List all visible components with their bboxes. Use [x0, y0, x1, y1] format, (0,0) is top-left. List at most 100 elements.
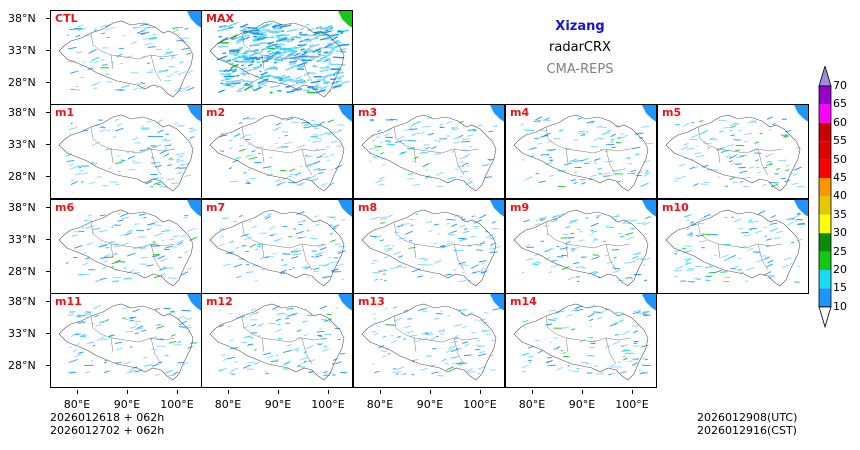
- lat-tick-mark: [46, 239, 50, 240]
- echo-streak: [77, 24, 84, 28]
- echo-streak: [267, 36, 274, 39]
- echo-streak: [321, 73, 332, 79]
- echo-streak: [155, 86, 159, 89]
- echo-streak: [319, 131, 328, 136]
- colorbar-level-label: 30: [833, 226, 847, 240]
- echo-streak: [295, 172, 302, 176]
- echo-streak: [221, 354, 226, 357]
- panel-label: m6: [55, 201, 75, 214]
- echo-streak: [328, 256, 332, 259]
- colorbar-level-label: 40: [833, 189, 847, 203]
- echo-streak: [272, 25, 278, 29]
- echo-streak: [456, 249, 464, 252]
- radar-map: [513, 294, 656, 381]
- panel-label: m10: [662, 201, 689, 214]
- echo-streak: [316, 140, 322, 143]
- echo-streak: [117, 219, 124, 222]
- echo-streak: [278, 181, 287, 185]
- echo-streak: [409, 124, 415, 128]
- echo-streak: [643, 222, 651, 226]
- echo-streak: [303, 126, 312, 129]
- echo-streak: [220, 73, 231, 76]
- echo-streak: [698, 222, 705, 225]
- panel-label: m9: [510, 201, 530, 214]
- echo-streak: [187, 227, 196, 232]
- echo-streak: [239, 145, 244, 147]
- echo-streak: [718, 119, 727, 122]
- echo-streak: [281, 74, 286, 78]
- echo-streak: [187, 345, 193, 349]
- echo-streak: [77, 314, 86, 318]
- province-boundary: [545, 315, 631, 365]
- echo-streak: [124, 361, 132, 365]
- echo-streak: [307, 37, 320, 42]
- echo-streak: [643, 279, 648, 282]
- echo-streak: [183, 174, 192, 177]
- echo-streak: [310, 174, 317, 179]
- echo-streak: [175, 153, 178, 156]
- echo-streak: [76, 51, 83, 54]
- panel-label: m4: [510, 106, 530, 119]
- echo-streak: [635, 257, 643, 261]
- echo-streak: [755, 259, 764, 263]
- echo-streak: [592, 230, 598, 233]
- echo-streak: [430, 277, 434, 279]
- echo-streak: [401, 223, 410, 225]
- echo-streak: [380, 152, 384, 155]
- echo-streak: [231, 36, 242, 39]
- echo-streak: [159, 267, 167, 271]
- echo-streak: [769, 222, 778, 225]
- echo-streak: [275, 37, 288, 43]
- echo-streak: [318, 343, 323, 346]
- echo-streak: [796, 238, 803, 242]
- lon-tick-mark: [480, 390, 481, 394]
- echo-streak: [284, 141, 292, 145]
- echo-streak: [611, 366, 617, 368]
- echo-streak: [452, 141, 461, 144]
- echo-streak: [320, 121, 325, 125]
- echo-streak: [555, 310, 565, 313]
- echo-streak: [70, 180, 78, 185]
- echo-streak: [739, 170, 748, 174]
- echo-streak: [319, 246, 327, 251]
- echo-streak: [263, 213, 273, 218]
- echo-streak: [617, 180, 621, 183]
- echo-streak: [407, 147, 414, 150]
- echo-streak: [771, 183, 778, 188]
- echo-streak: [317, 50, 322, 54]
- echo-streak: [473, 219, 482, 224]
- echo-streak: [68, 127, 78, 130]
- echo-streak: [410, 224, 414, 227]
- echo-streak: [312, 65, 318, 68]
- echo-streak: [628, 360, 633, 363]
- echo-streak: [467, 371, 476, 373]
- echo-streak: [313, 270, 320, 273]
- echo-streak: [336, 145, 342, 147]
- echo-streak: [419, 151, 424, 155]
- lat-tick-mark: [46, 271, 50, 272]
- echo-streak: [245, 271, 254, 274]
- region-boundary: [513, 209, 649, 287]
- echo-streak: [300, 165, 303, 168]
- echo-streak: [572, 262, 580, 265]
- echo-streak: [292, 253, 301, 256]
- echo-streak: [286, 28, 298, 33]
- echo-streak: [322, 275, 331, 278]
- echo-streak: [737, 129, 742, 132]
- echo-streak: [387, 129, 392, 131]
- echo-streak: [477, 270, 484, 273]
- colorbar-swatch: [819, 159, 831, 178]
- echo-streak: [246, 28, 259, 33]
- echo-streak: [468, 180, 473, 183]
- echo-streak: [450, 340, 459, 344]
- echo-streak: [253, 35, 257, 38]
- echo-streak: [417, 275, 424, 278]
- echo-streak: [382, 335, 387, 338]
- echo-streak: [708, 271, 716, 274]
- echo-streak: [573, 247, 580, 250]
- region-boundary: [209, 303, 345, 381]
- echo-streak: [247, 85, 253, 89]
- echo-streak: [425, 221, 432, 224]
- ne-echo-patch: [338, 200, 352, 217]
- echo-streak: [534, 253, 540, 257]
